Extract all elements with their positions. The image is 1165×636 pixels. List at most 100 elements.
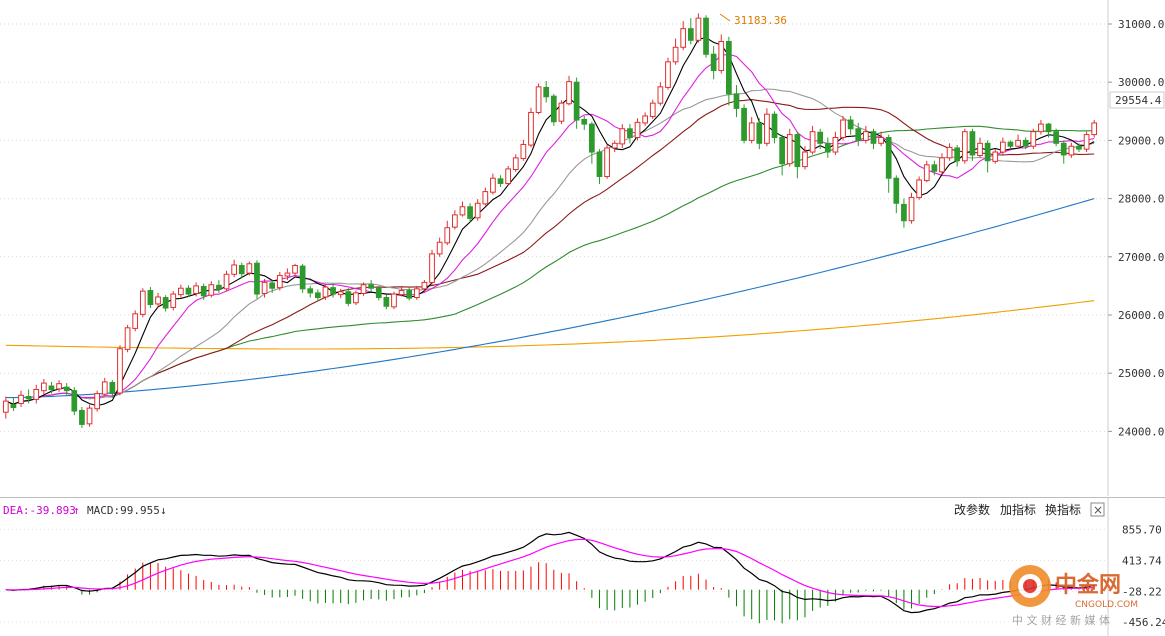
candle-up <box>276 274 283 289</box>
candle-down <box>147 290 154 306</box>
candle-down <box>627 128 633 138</box>
candle-down <box>901 203 907 222</box>
candle-up <box>1091 122 1098 136</box>
candle-up <box>566 81 572 105</box>
candle-up <box>2 400 9 413</box>
candle-down <box>954 147 961 162</box>
candle-down <box>1045 123 1052 133</box>
candle-up <box>398 290 405 296</box>
candle-up <box>444 227 451 244</box>
candle-down <box>855 128 862 141</box>
candle-down <box>299 265 306 290</box>
candle-down <box>383 297 390 307</box>
price-tick-label: 27000.0 <box>1118 251 1164 264</box>
candle-up <box>94 393 100 410</box>
price-tick-label: 26000.0 <box>1118 309 1164 322</box>
candle-down <box>330 287 336 295</box>
candle-down <box>497 178 504 184</box>
watermark-slogan: 中 文 财 经 新 媒 体 <box>1012 613 1110 627</box>
change-params-button[interactable]: 改参数 <box>954 502 990 517</box>
candle-up <box>284 272 291 277</box>
candle-up <box>117 348 123 394</box>
candle-up <box>155 296 161 305</box>
candle-up <box>520 143 527 159</box>
candle-down <box>847 119 854 130</box>
candle-down <box>269 282 276 289</box>
candle-up <box>436 241 443 255</box>
candle-down <box>162 297 169 309</box>
candle-up <box>505 168 511 184</box>
candle-down <box>726 40 732 95</box>
candle-down <box>63 386 70 392</box>
indicator-legend: DEA:-39.893 ↑ MACD:99.955 ↓ <box>3 504 167 517</box>
candle-down <box>345 291 352 304</box>
ma-gray-line <box>5 88 1095 405</box>
candle-down <box>543 86 550 98</box>
ma-orange-line <box>5 300 1095 350</box>
candle-up <box>86 407 93 425</box>
logo-core-icon <box>1023 579 1037 593</box>
candle-down <box>1053 131 1059 144</box>
candle-down <box>467 206 473 219</box>
add-indicator-button[interactable]: 加指标 <box>1000 502 1036 517</box>
candle-up <box>421 281 428 290</box>
candle-down <box>870 131 877 144</box>
candle-up <box>642 115 648 124</box>
price-tick-label: 28000.0 <box>1118 193 1164 206</box>
price-tick-label: 30000.0 <box>1118 76 1164 89</box>
macd-arrow-icon: ↓ <box>160 504 167 517</box>
moving-average-lines <box>5 37 1095 407</box>
price-tick-label: 25000.0 <box>1118 367 1164 380</box>
candle-up <box>353 292 359 304</box>
ma-blue-line <box>5 198 1095 399</box>
candle-up <box>528 111 534 146</box>
candle-down <box>200 285 207 297</box>
candle-down <box>596 151 603 177</box>
candle-up <box>916 179 922 198</box>
switch-indicator-button[interactable]: 换指标 <box>1045 502 1081 517</box>
candle-up <box>718 40 725 72</box>
candle-up <box>490 177 496 193</box>
candle-up <box>611 142 618 149</box>
candle-up <box>360 284 367 294</box>
candle-up <box>178 287 184 296</box>
candle-up <box>41 382 47 392</box>
candle-up <box>672 46 679 63</box>
candle-up <box>809 131 816 153</box>
candle-down <box>885 136 892 179</box>
candle-up <box>992 151 999 162</box>
candle-down <box>779 136 785 165</box>
candle-down <box>710 53 717 72</box>
candle-down <box>315 292 321 299</box>
candle-up <box>748 122 755 141</box>
candle-up <box>878 136 884 144</box>
candle-up <box>18 394 24 404</box>
candle-up <box>634 121 641 138</box>
dea-arrow-icon: ↑ <box>73 504 80 517</box>
candle-down <box>687 28 694 41</box>
candle-up <box>649 102 656 118</box>
candle-up <box>292 265 298 274</box>
candle-up <box>124 327 131 350</box>
candle-up <box>939 157 945 173</box>
candle-down <box>1076 145 1082 150</box>
candle-up <box>558 102 565 122</box>
macd-tick-label: 855.70 <box>1122 523 1162 536</box>
main-gridlines <box>0 23 1108 432</box>
candle-up <box>193 285 199 294</box>
candle-up <box>786 134 793 165</box>
macd-axis: 855.70 413.74 -28.22 -456.24 <box>1107 498 1165 636</box>
macd-histogram <box>12 562 1095 624</box>
price-tick-label: 24000.0 <box>1118 425 1164 438</box>
candle-down <box>931 164 938 172</box>
close-indicator-button[interactable] <box>1090 502 1105 517</box>
candle-up <box>429 253 435 283</box>
watermark-domain: CNGOLD.COM <box>1075 600 1138 610</box>
current-price-tag: 29554.4 <box>1109 91 1165 109</box>
high-annotation-arrow <box>719 13 731 22</box>
ma-green-line <box>5 125 1095 405</box>
candle-down <box>703 17 709 55</box>
candle-down <box>550 95 557 123</box>
candle-up <box>604 147 610 177</box>
